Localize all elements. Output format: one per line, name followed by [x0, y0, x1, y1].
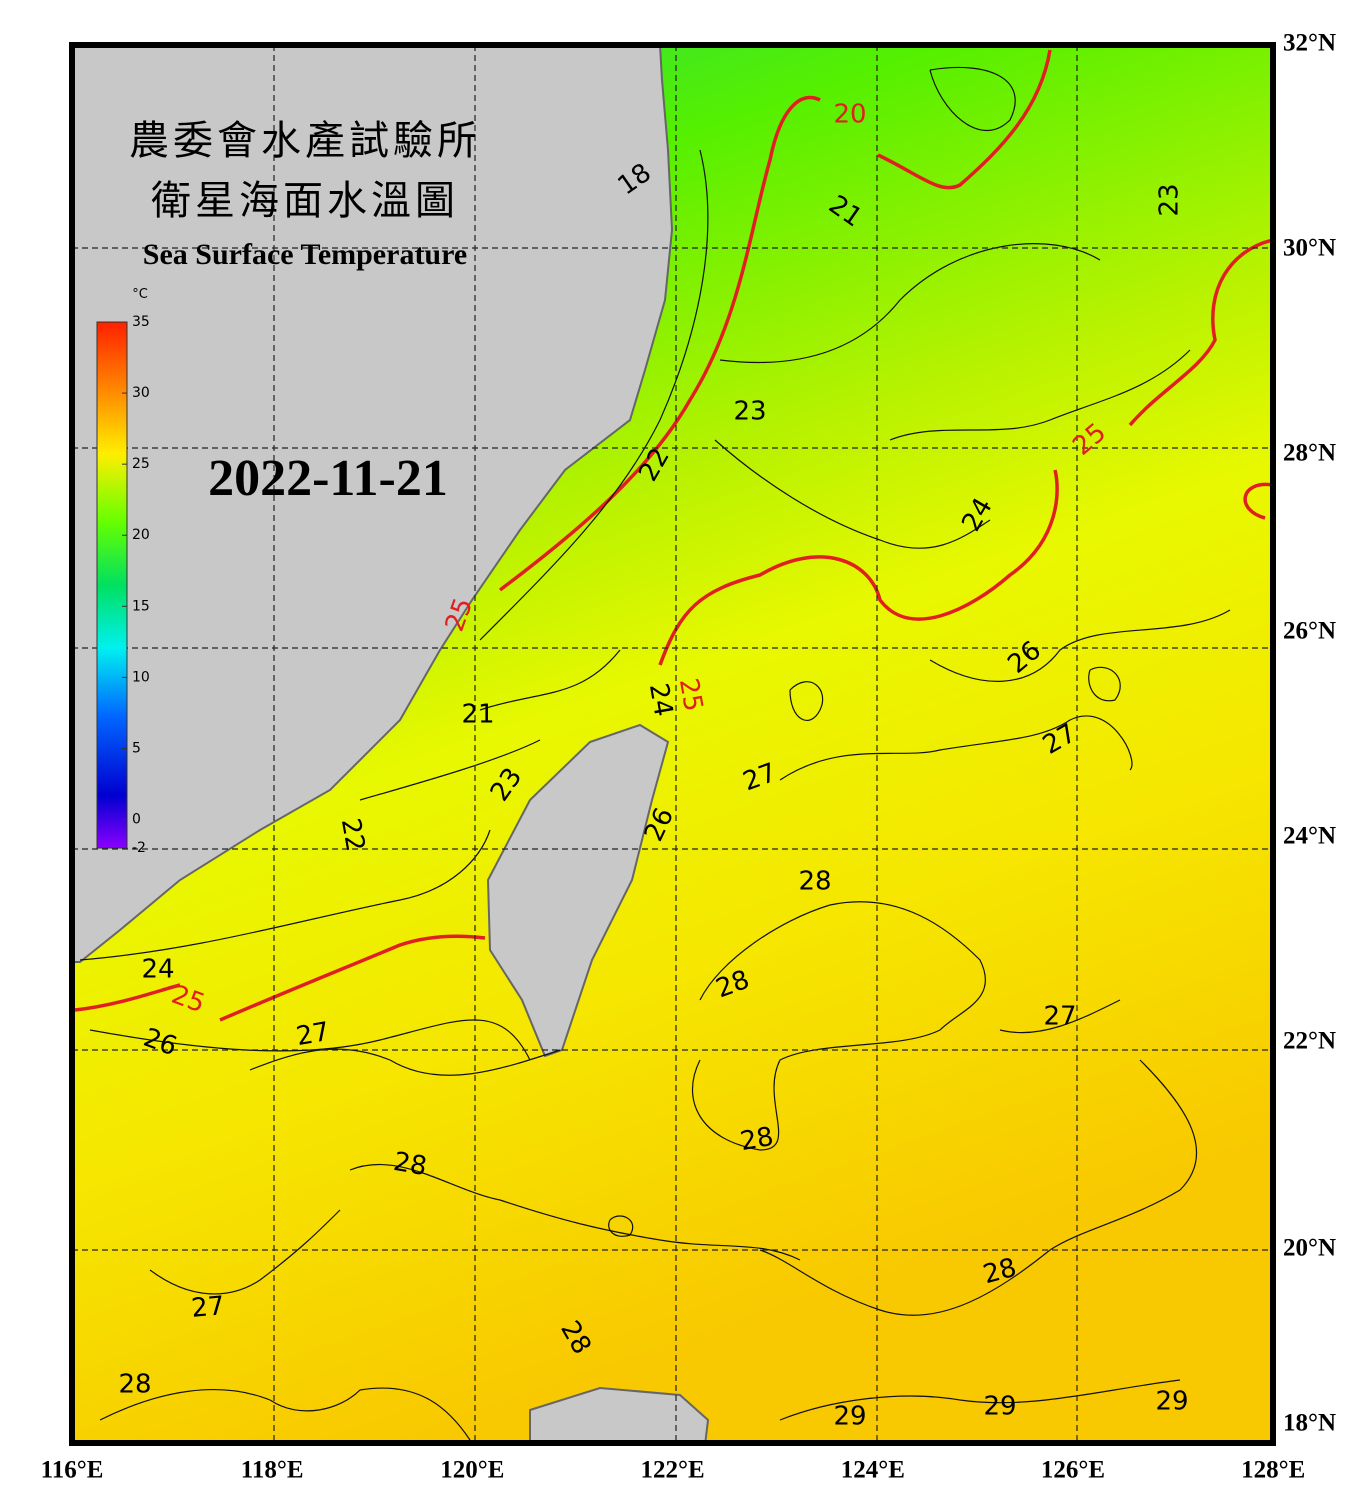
lat-label: 24°N [1283, 823, 1336, 850]
contour-label: 22 [335, 816, 370, 854]
lat-label: 20°N [1283, 1235, 1336, 1262]
colorbar-tick-label: 30 [132, 385, 150, 401]
contour-label: 29 [1155, 1387, 1188, 1417]
lon-label: 116°E [41, 1457, 104, 1484]
colorbar-unit: °C [132, 287, 148, 302]
contour-label: 28 [798, 867, 831, 897]
contour-label: 27 [294, 1017, 332, 1052]
contour-label: 20 [833, 100, 866, 130]
contour-label: 27 [1043, 1002, 1076, 1032]
contour-label: 27 [190, 1291, 226, 1324]
taiwan [486, 723, 670, 1058]
lat-label: 18°N [1283, 1410, 1336, 1437]
contour-label: 23 [1155, 183, 1185, 216]
contour-label: 28 [738, 1122, 776, 1157]
lon-label: 118°E [241, 1457, 304, 1484]
colorbar-tick-label: 10 [132, 669, 150, 685]
lon-labels: 116°E 118°E 120°E 122°E 124°E 126°E 128°E [41, 1457, 1306, 1484]
lon-label: 122°E [641, 1457, 705, 1484]
lat-label: 28°N [1283, 440, 1336, 467]
lon-label: 120°E [440, 1457, 504, 1484]
colorbar-tick-label: 0 [132, 812, 141, 828]
mainland [72, 45, 674, 963]
lat-label: 22°N [1283, 1028, 1336, 1055]
luzon [529, 1386, 710, 1443]
colorbar-tick-label: 35 [132, 314, 150, 330]
subtitle-zh: 衛星海面水溫圖 [151, 178, 459, 223]
contour-label: 28 [391, 1147, 429, 1182]
date: 2022-11-21 [208, 450, 448, 507]
title-en: Sea Surface Temperature [143, 238, 467, 271]
contour-label: 29 [833, 1402, 866, 1432]
contour-label: 25 [673, 676, 708, 714]
lon-label: 124°E [841, 1457, 905, 1484]
contour-label: 29 [983, 1392, 1016, 1422]
map-frame [69, 42, 1276, 1446]
colorbar-tick-label: 25 [132, 456, 150, 472]
isotherm-red [74, 49, 1273, 1022]
lon-label: 126°E [1041, 1457, 1105, 1484]
lat-label: 30°N [1283, 235, 1336, 262]
isotherm-black [79, 66, 1231, 1441]
colorbar-tick-label: 15 [132, 598, 150, 614]
colorbar-tick-label: 20 [132, 527, 150, 543]
contour-label: 24 [141, 955, 174, 985]
lat-label: 32°N [1283, 30, 1336, 57]
lat-labels: 32°N 30°N 28°N 26°N 24°N 22°N 20°N 18°N [1283, 30, 1336, 1437]
title-zh: 農委會水產試驗所 [129, 118, 481, 163]
contour-label: 24 [643, 681, 678, 719]
contour-label: 23 [733, 397, 766, 427]
colorbar-tick-label: -2 [132, 840, 146, 856]
colorbar-ticks: 35 30 25 20 15 10 5 0 -2 [122, 314, 150, 856]
lon-label: 128°E [1241, 1457, 1305, 1484]
lat-label: 26°N [1283, 618, 1336, 645]
contour-label: 28 [118, 1370, 151, 1400]
graticule [72, 45, 1273, 1443]
contour-label: 21 [461, 700, 494, 730]
colorbar-tick-label: 5 [132, 740, 141, 756]
colorbar [96, 321, 128, 849]
